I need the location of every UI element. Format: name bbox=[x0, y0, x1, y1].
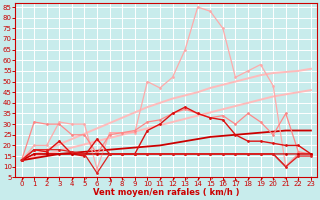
X-axis label: Vent moyen/en rafales ( km/h ): Vent moyen/en rafales ( km/h ) bbox=[93, 188, 239, 197]
